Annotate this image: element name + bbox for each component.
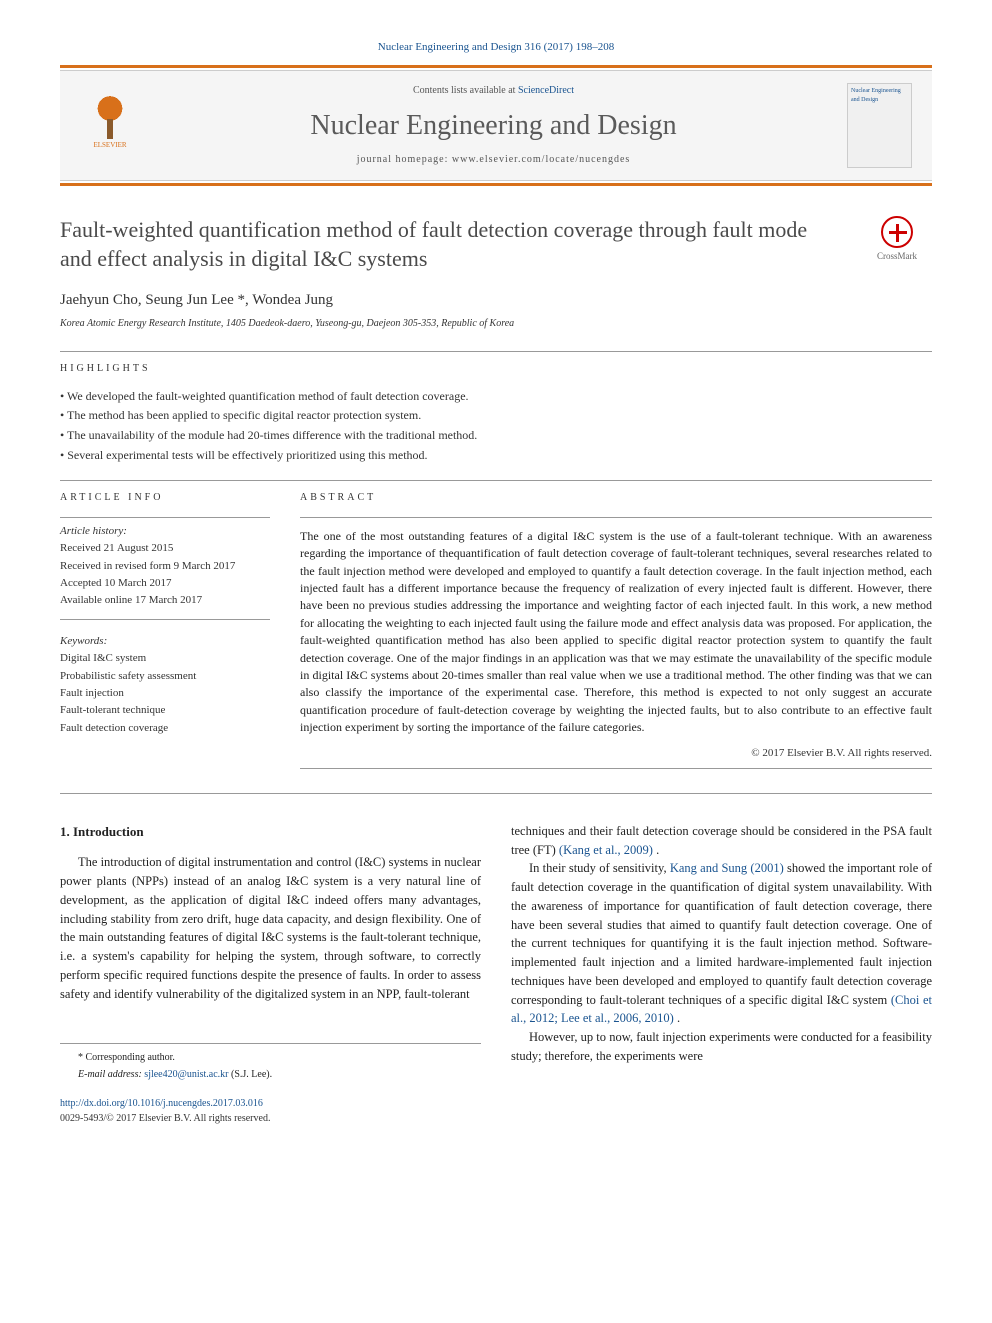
body-paragraph: However, up to now, fault injection expe… — [511, 1028, 932, 1066]
divider — [60, 480, 932, 481]
crossmark-icon — [881, 216, 913, 248]
divider — [60, 793, 932, 794]
crossmark-badge[interactable]: CrossMark — [862, 216, 932, 263]
keywords-label: Keywords: — [60, 634, 270, 649]
publisher-label: ELSEVIER — [93, 141, 126, 151]
sciencedirect-link[interactable]: ScienceDirect — [518, 85, 574, 96]
body-paragraph: The introduction of digital instrumentat… — [60, 853, 481, 1003]
elsevier-logo: ELSEVIER — [80, 91, 140, 161]
crossmark-label: CrossMark — [877, 250, 917, 263]
issn-line: 0029-5493/© 2017 Elsevier B.V. All right… — [60, 1111, 481, 1126]
footnotes-block: * Corresponding author. E-mail address: … — [60, 1043, 481, 1082]
contents-prefix: Contents lists available at — [413, 85, 518, 96]
keyword: Probabilistic safety assessment — [60, 669, 270, 684]
article-info-block: article info Article history: Received 2… — [60, 491, 270, 769]
history-label: Article history: — [60, 524, 270, 539]
divider — [60, 517, 270, 518]
contents-line: Contents lists available at ScienceDirec… — [140, 84, 847, 98]
journal-header-block: ELSEVIER Contents lists available at Sci… — [60, 70, 932, 181]
journal-cover-thumbnail: Nuclear Engineering and Design — [847, 83, 912, 168]
text-run: In their study of sensitivity, — [529, 861, 670, 875]
text-run: . — [677, 1011, 680, 1025]
body-column-left: 1. Introduction The introduction of digi… — [60, 822, 481, 1127]
body-paragraph: techniques and their fault detection cov… — [511, 822, 932, 860]
accepted-date: Accepted 10 March 2017 — [60, 576, 270, 591]
email-label: E-mail address: — [78, 1069, 144, 1080]
body-paragraph: In their study of sensitivity, Kang and … — [511, 859, 932, 1028]
highlight-item: We developed the fault-weighted quantifi… — [60, 388, 932, 405]
keyword: Digital I&C system — [60, 651, 270, 666]
text-run: . — [656, 843, 659, 857]
authors: Jaehyun Cho, Seung Jun Lee *, Wondea Jun… — [60, 290, 932, 311]
received-date: Received 21 August 2015 — [60, 541, 270, 556]
bottom-accent-bar — [60, 183, 932, 186]
body-column-right: techniques and their fault detection cov… — [511, 822, 932, 1127]
text-run: showed the important role of fault detec… — [511, 861, 932, 1006]
highlights-label: highlights — [60, 362, 932, 376]
corresponding-author-note: * Corresponding author. — [60, 1050, 481, 1065]
divider — [60, 619, 270, 620]
keyword: Fault-tolerant technique — [60, 703, 270, 718]
elsevier-tree-icon — [85, 91, 135, 141]
article-info-label: article info — [60, 491, 270, 505]
keyword: Fault injection — [60, 686, 270, 701]
revised-date: Received in revised form 9 March 2017 — [60, 559, 270, 574]
journal-citation: Nuclear Engineering and Design 316 (2017… — [60, 40, 932, 55]
page-footer: http://dx.doi.org/10.1016/j.nucengdes.20… — [60, 1096, 481, 1126]
journal-name: Nuclear Engineering and Design — [140, 106, 847, 145]
abstract-text: The one of the most outstanding features… — [300, 528, 932, 737]
article-title: Fault-weighted quantification method of … — [60, 216, 840, 273]
highlight-item: Several experimental tests will be effec… — [60, 447, 932, 464]
highlight-item: The method has been applied to specific … — [60, 407, 932, 424]
top-accent-bar — [60, 65, 932, 68]
highlight-item: The unavailability of the module had 20-… — [60, 427, 932, 444]
homepage-line: journal homepage: www.elsevier.com/locat… — [140, 153, 847, 167]
citation-link[interactable]: (Kang et al., 2009) — [559, 843, 653, 857]
divider — [60, 351, 932, 352]
email-link[interactable]: sjlee420@unist.ac.kr — [144, 1069, 228, 1080]
divider — [300, 768, 932, 769]
divider — [300, 517, 932, 518]
abstract-label: abstract — [300, 491, 932, 505]
email-line: E-mail address: sjlee420@unist.ac.kr (S.… — [60, 1067, 481, 1082]
email-suffix: (S.J. Lee). — [231, 1069, 272, 1080]
citation-link[interactable]: Kang and Sung (2001) — [670, 861, 784, 875]
homepage-prefix: journal homepage: — [357, 154, 452, 165]
doi-link[interactable]: http://dx.doi.org/10.1016/j.nucengdes.20… — [60, 1098, 263, 1109]
copyright-line: © 2017 Elsevier B.V. All rights reserved… — [300, 746, 932, 761]
keyword: Fault detection coverage — [60, 721, 270, 736]
online-date: Available online 17 March 2017 — [60, 593, 270, 608]
affiliation: Korea Atomic Energy Research Institute, … — [60, 317, 932, 331]
homepage-url[interactable]: www.elsevier.com/locate/nucengdes — [452, 154, 630, 165]
section-heading: 1. Introduction — [60, 822, 481, 842]
highlights-list: We developed the fault-weighted quantifi… — [60, 388, 932, 464]
